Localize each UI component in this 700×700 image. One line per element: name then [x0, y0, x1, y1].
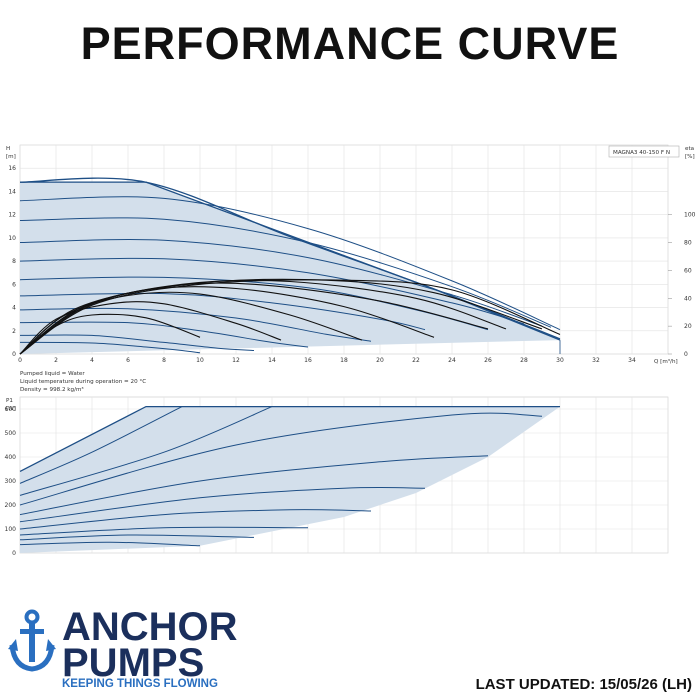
power-curve	[19, 526, 309, 536]
brand-name-anchor: ANCHOR	[62, 605, 238, 649]
y-tick-label: 0	[12, 351, 16, 358]
efficiency-curve	[19, 279, 561, 355]
y2-axis-unit-eta: [%]	[685, 154, 695, 160]
y2-tick-label: 100	[684, 212, 696, 219]
x-tick-label: 2	[54, 357, 58, 364]
efficiency-curve	[19, 286, 435, 355]
x-tick-label: 10	[196, 357, 204, 364]
y-axis-unit-h: [m]	[6, 154, 16, 160]
performance-chart: 0 2 4 6 8 10 12 14 16 18 20 22 24 26 28 30 32 34024681012…	[5, 144, 696, 557]
x-tick-label: 16	[304, 357, 312, 364]
y-tick-label: 200	[5, 502, 17, 509]
y-axis-unit-p1: [W]	[6, 406, 16, 412]
y-tick-label: 14	[8, 188, 16, 195]
y2-tick-label: 40	[684, 295, 692, 302]
x-tick-label: 0	[18, 357, 22, 364]
power-curve	[19, 486, 426, 523]
head-curve	[19, 196, 561, 331]
y2-axis-label-eta: eta	[685, 146, 694, 152]
y-tick-label: 600	[5, 406, 17, 413]
x-tick-label: 24	[448, 357, 456, 364]
y-tick-label: 2	[12, 328, 16, 335]
power-curve	[19, 406, 183, 484]
power-curve	[19, 405, 560, 472]
y-tick-label: 12	[8, 212, 16, 219]
y2-tick-label: 20	[684, 323, 692, 330]
anchor-pumps-logo: ANCHOR PUMPS KEEPING THINGS FLOWING	[8, 605, 268, 695]
power-curve	[19, 534, 255, 541]
head-curve	[19, 292, 426, 331]
y2-tick-label: 80	[684, 240, 692, 247]
y-tick-label: 10	[8, 235, 16, 242]
last-updated: LAST UPDATED: 15/05/26 (LH)	[475, 676, 692, 693]
power-curve	[19, 406, 273, 496]
x-tick-label: 14	[268, 357, 276, 364]
x-tick-label: 8	[162, 357, 166, 364]
brand-tagline: KEEPING THINGS FLOWING	[62, 678, 218, 690]
efficiency-curve	[19, 313, 201, 355]
y-tick-label: 16	[8, 165, 16, 172]
y2-tick-label: 0	[684, 351, 688, 358]
x-axis-label-q: Q [m³/h]	[654, 358, 678, 365]
head-curve	[19, 341, 201, 354]
y-tick-label: 500	[5, 430, 17, 437]
model-label-box	[608, 145, 680, 158]
x-tick-label: 34	[628, 357, 636, 364]
anchor-icon	[8, 609, 56, 672]
power-flow-chart: 0 100 200 300 400 500 600	[5, 396, 669, 557]
y2-tick-label: 60	[684, 267, 692, 274]
operating-area	[20, 182, 560, 354]
x-tick-label: 4	[90, 357, 94, 364]
y-tick-label: 4	[12, 305, 16, 312]
note-liquid-temperature: Liquid temperature during operation = 20…	[20, 379, 146, 385]
y-tick-label: 300	[5, 478, 17, 485]
y-tick-label: 0	[12, 550, 16, 557]
efficiency-curve	[19, 282, 489, 355]
power-curve	[19, 541, 201, 547]
x-tick-label: 12	[232, 357, 240, 364]
x-tick-label: 26	[484, 357, 492, 364]
note-density: Density = 998.2 kg/m³	[20, 386, 84, 393]
x-tick-label: 20	[376, 357, 384, 364]
head-curve	[19, 257, 525, 325]
efficiency-curve	[19, 301, 282, 355]
y-tick-label: 400	[5, 454, 17, 461]
brand-name-pumps: PUMPS	[62, 641, 205, 685]
y-axis-label-h: H	[6, 146, 10, 152]
head-curve	[19, 238, 543, 327]
x-tick-label: 18	[340, 357, 348, 364]
max-curve-outline	[20, 181, 561, 341]
head-curve	[19, 334, 255, 351]
x-tick-label: 32	[592, 357, 600, 364]
y-tick-label: 8	[12, 258, 16, 265]
head-curve	[19, 321, 309, 348]
y-tick-label: 6	[12, 281, 16, 288]
x-tick-label: 6	[126, 357, 130, 364]
operating-area	[20, 406, 560, 553]
power-curve	[19, 455, 489, 516]
power-curve	[19, 412, 543, 506]
y-tick-label: 100	[5, 526, 17, 533]
page-title: PERFORMANCE CURVE	[80, 18, 620, 69]
model-label: MAGNA3 40-150 F N	[613, 150, 670, 156]
x-tick-label: 30	[556, 357, 564, 364]
x-tick-label: 22	[412, 357, 420, 364]
note-pumped-liquid: Pumped liquid = Water	[20, 371, 85, 377]
x-tick-label: 28	[520, 357, 528, 364]
power-curve	[19, 509, 372, 530]
head-flow-chart: 0 2 4 6 8 10 12 14 16 18 20 22 24 26 28 30 32 34024681012…	[8, 144, 696, 364]
y-axis-label-p1: P1	[6, 398, 13, 404]
